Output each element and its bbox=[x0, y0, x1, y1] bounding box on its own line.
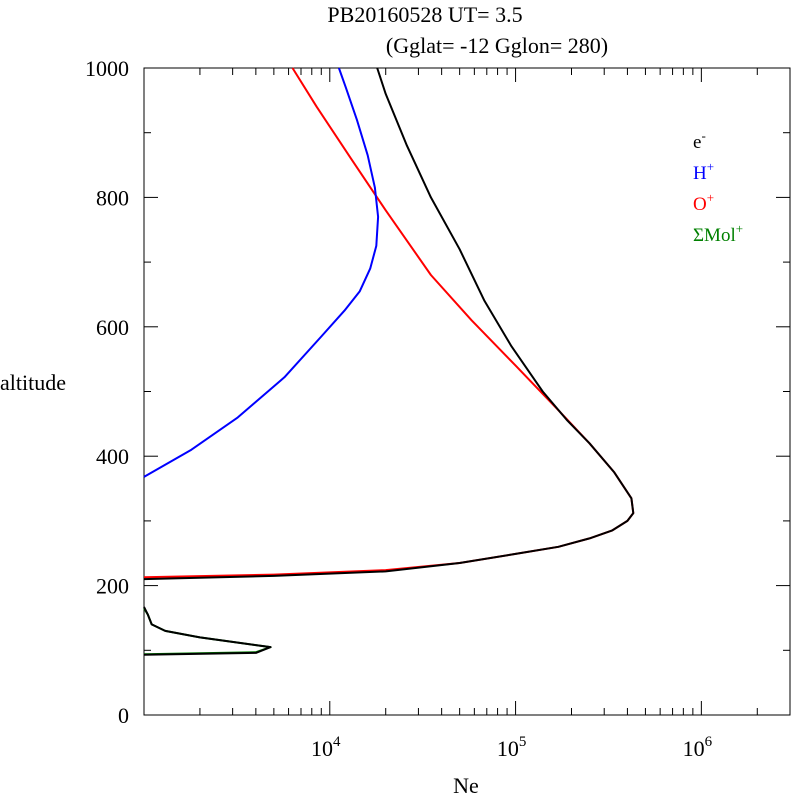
legend-entry: H+ bbox=[693, 159, 714, 184]
series-line-mol bbox=[143, 607, 272, 656]
y-axis-label: altitude bbox=[0, 370, 66, 395]
legend-entry: e- bbox=[693, 128, 706, 153]
y-tick-label: 0 bbox=[118, 703, 129, 728]
series-line-e bbox=[143, 67, 635, 581]
y-tick-label: 1000 bbox=[85, 56, 129, 81]
y-axis-ticks: 0 200 400 600 800 1000 bbox=[85, 56, 790, 728]
legend-entry: ΣMol+ bbox=[693, 221, 743, 246]
x-tick-label: 106 bbox=[683, 734, 713, 761]
series-line-h bbox=[143, 67, 380, 478]
y-tick-label: 400 bbox=[96, 444, 129, 469]
y-tick-label: 800 bbox=[96, 185, 129, 210]
legend: e- H+ O+ ΣMol+ bbox=[693, 128, 743, 246]
x-tick-label: 105 bbox=[497, 734, 527, 761]
chart-title-line1: PB20160528 UT= 3.5 bbox=[327, 2, 522, 27]
x-axis-ticks: 104 105 106 bbox=[311, 68, 713, 761]
series-layer bbox=[143, 67, 635, 656]
y-tick-label: 600 bbox=[96, 315, 129, 340]
chart-title-line2: (Gglat= -12 Gglon= 280) bbox=[386, 33, 608, 58]
series-line-elow bbox=[143, 606, 272, 656]
x-tick-label: 104 bbox=[311, 734, 341, 761]
minor-ticks bbox=[144, 68, 790, 715]
y-tick-label: 200 bbox=[96, 574, 129, 599]
legend-entry: O+ bbox=[693, 190, 714, 215]
x-axis-label: Ne bbox=[453, 773, 479, 796]
series-line-o bbox=[143, 67, 635, 579]
